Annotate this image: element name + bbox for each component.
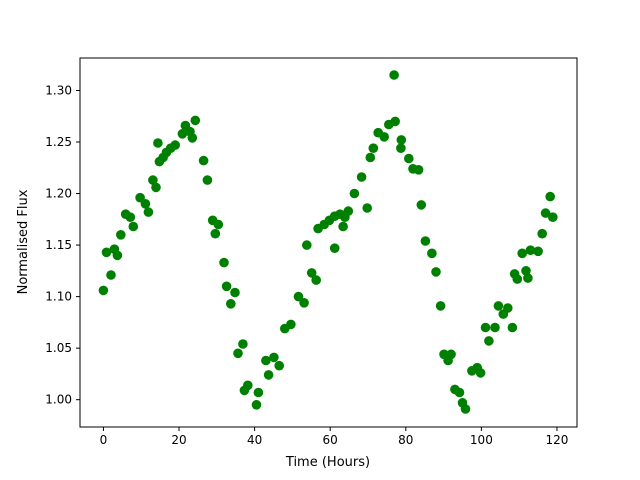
data-point	[475, 368, 486, 378]
data-point	[379, 132, 390, 142]
y-tick-label: 1.10	[45, 290, 72, 304]
y-axis-label: Normalised Flux	[16, 189, 31, 294]
data-point	[431, 267, 441, 277]
data-point	[484, 336, 494, 346]
data-point	[226, 299, 236, 309]
y-tick-label: 1.15	[45, 238, 72, 252]
data-point	[480, 322, 491, 333]
data-point	[210, 228, 221, 239]
data-point	[238, 339, 248, 349]
data-point	[446, 349, 456, 360]
data-point	[356, 172, 367, 182]
data-point	[545, 191, 555, 202]
axes-spines	[79, 57, 578, 428]
data-point	[540, 208, 551, 218]
data-point	[512, 274, 523, 284]
x-tick-label: 120	[546, 433, 569, 447]
data-point	[293, 291, 304, 302]
data-point	[151, 182, 161, 193]
data-point	[233, 348, 243, 359]
y-tick-label: 1.30	[45, 83, 72, 97]
y-tick-label: 1.20	[45, 187, 72, 201]
x-tick-label: 20	[171, 433, 186, 447]
x-tick-label: 60	[323, 433, 338, 447]
data-point	[349, 188, 360, 199]
data-point	[507, 322, 518, 333]
data-point	[311, 275, 322, 285]
x-tick-label: 100	[470, 433, 493, 447]
data-point	[533, 246, 543, 257]
data-point	[343, 206, 354, 216]
data-point	[302, 240, 312, 250]
data-point	[523, 273, 533, 283]
data-point	[101, 247, 112, 258]
data-point	[365, 152, 376, 163]
data-point	[213, 219, 224, 230]
data-point	[286, 319, 296, 330]
data-point	[112, 250, 123, 261]
data-point	[503, 303, 513, 313]
data-point	[251, 400, 262, 410]
data-point	[396, 135, 407, 145]
data-point	[116, 230, 126, 240]
data-point	[198, 155, 209, 166]
data-point	[190, 115, 201, 126]
data-point	[140, 199, 151, 209]
data-point	[187, 133, 198, 143]
data-point	[221, 281, 232, 292]
data-point	[253, 387, 264, 398]
data-point	[454, 387, 465, 398]
data-point	[390, 116, 401, 127]
data-point	[435, 301, 446, 311]
data-point	[261, 355, 271, 366]
data-point	[269, 352, 279, 363]
data-point	[413, 165, 424, 175]
data-point	[306, 268, 317, 278]
data-point	[521, 266, 531, 276]
data-point	[128, 221, 139, 232]
x-tick-label: 0	[100, 433, 108, 447]
data-point	[106, 270, 116, 280]
data-point	[420, 236, 431, 246]
data-point	[230, 287, 240, 298]
data-point	[263, 370, 274, 380]
data-point	[404, 153, 414, 164]
y-tick-label: 1.05	[45, 341, 72, 355]
data-point	[329, 243, 340, 253]
data-point	[143, 207, 154, 217]
x-tick-label: 40	[247, 433, 262, 447]
data-point	[299, 298, 309, 308]
data-point	[537, 228, 547, 239]
data-point	[177, 129, 188, 139]
x-axis-label: Time (Hours)	[285, 455, 370, 470]
data-point	[274, 360, 285, 371]
data-point	[125, 212, 136, 222]
data-point	[427, 248, 437, 259]
data-point	[396, 143, 406, 153]
data-point	[517, 248, 527, 259]
x-tick-label: 80	[398, 433, 413, 447]
data-point	[368, 143, 379, 153]
data-point	[416, 200, 427, 210]
data-point	[170, 140, 180, 150]
data-point	[202, 175, 213, 185]
data-point	[525, 245, 536, 255]
data-point	[548, 212, 558, 222]
data-point	[98, 285, 109, 296]
y-tick-label: 1.25	[45, 135, 72, 149]
data-point	[389, 70, 399, 80]
plot-area: 0 20 40 60 80 100 120 1.00 1.05 1.10 1.15 1.20 1.25 1…	[45, 57, 578, 447]
data-point	[219, 257, 229, 268]
data-point	[148, 175, 158, 185]
y-tick-label: 1.00	[45, 393, 72, 407]
data-point	[338, 221, 348, 232]
data-point	[153, 138, 163, 148]
data-point	[493, 301, 504, 311]
data-point	[490, 322, 500, 333]
data-point	[243, 380, 253, 391]
data-point	[362, 203, 373, 213]
data-point	[460, 404, 471, 414]
